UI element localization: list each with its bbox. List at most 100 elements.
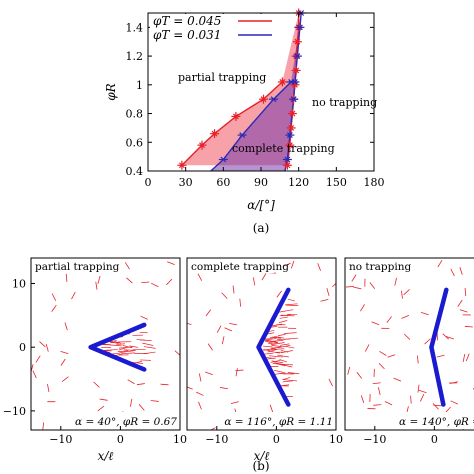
annotation-partial-trapping: partial trapping	[178, 71, 266, 84]
trapped-bacterium	[143, 346, 156, 349]
trapped-bacterium	[122, 345, 133, 349]
bacterium	[39, 341, 46, 348]
y-tick-label: 0	[19, 341, 26, 354]
trapped-bacterium	[282, 380, 294, 383]
bacterium	[126, 277, 133, 284]
bacterium	[377, 387, 381, 396]
bacterium	[51, 304, 57, 312]
data-point-s2-9	[290, 79, 300, 85]
data-point-s1-1	[197, 140, 207, 150]
bacterium	[290, 260, 295, 269]
snapshot-panel-2: complete trapping α = 116°, φR = 1.11 −10 0…	[186, 257, 343, 463]
bacterium	[464, 325, 473, 328]
x-tick-label: 0	[145, 176, 152, 189]
bacterium	[459, 267, 463, 275]
data-point-s1-3	[231, 111, 241, 121]
trapped-bacterium	[136, 339, 145, 341]
bacterium	[235, 368, 238, 377]
title-box	[346, 259, 424, 273]
trapped-bacterium	[143, 351, 156, 355]
bacterium	[360, 304, 365, 312]
data-point-s1-7	[285, 140, 295, 150]
trapped-bacterium	[287, 298, 296, 302]
trapped-bacterium	[284, 364, 293, 368]
bacterium	[386, 316, 393, 324]
bacterium	[346, 286, 355, 288]
trapped-bacterium	[280, 349, 289, 353]
bacterium	[99, 398, 108, 401]
trapped-bacterium	[283, 379, 298, 382]
bacterium	[95, 281, 98, 290]
bacterium	[151, 282, 159, 288]
bacterium	[320, 299, 329, 302]
v-shaped-obstacle	[429, 287, 449, 407]
trapped-bacterium	[263, 349, 271, 352]
bacterium	[444, 406, 451, 414]
trapped-bacterium	[112, 352, 120, 355]
bacterium	[347, 366, 351, 375]
bacterium	[417, 384, 420, 393]
bacterium	[464, 288, 467, 297]
x-tick-label: 0	[273, 433, 280, 446]
bacterium	[457, 299, 463, 307]
trapped-bacterium	[279, 316, 289, 319]
data-point-s1-4	[259, 94, 269, 104]
bacterium	[32, 370, 37, 379]
annotation-complete-trapping: complete trapping	[232, 142, 335, 155]
bacterium	[436, 354, 445, 358]
trapped-bacterium	[268, 342, 278, 344]
bacterium	[129, 398, 133, 407]
snapshot-title-2: complete trapping	[191, 261, 289, 273]
bacterium	[136, 383, 145, 386]
series-2-right-boundary	[284, 12, 302, 172]
trapped-bacterium	[280, 343, 290, 346]
y-tick-label: 10	[12, 277, 26, 290]
trapped-bacterium	[277, 333, 286, 337]
bacterium	[419, 394, 425, 402]
data-point-s2-7	[285, 132, 295, 139]
snapshot-panel-1: partial trapping α = 40°, φR = 0.67−10 0 10…	[30, 257, 187, 463]
trapped-bacterium	[119, 350, 134, 354]
trapped-bacterium	[270, 342, 285, 346]
trapped-bacterium	[131, 361, 144, 364]
x-tick-label: 0	[431, 433, 438, 446]
bacterium	[317, 263, 321, 271]
annotation-no-trapping: no trapping	[312, 96, 377, 109]
bacterium	[353, 286, 362, 290]
trapped-bacterium	[263, 345, 273, 348]
bacterium	[216, 325, 222, 333]
bacterium	[230, 401, 239, 404]
bacterium	[71, 291, 76, 300]
bacterium	[42, 422, 45, 430]
bacterium	[442, 333, 450, 340]
trapped-bacterium	[271, 345, 282, 347]
bacterium	[138, 404, 145, 411]
bacterium	[459, 309, 468, 313]
phase-regions	[181, 13, 302, 171]
y-tick-label: −10	[3, 405, 26, 418]
y-tick-label: 0.6	[126, 136, 144, 149]
bacterium	[450, 268, 455, 277]
trapped-bacterium	[279, 309, 294, 313]
bacterium	[198, 373, 202, 382]
bacterium	[239, 298, 242, 307]
bacterium	[187, 322, 192, 326]
bacterium	[187, 386, 193, 390]
bacterium	[51, 293, 57, 301]
bacterium	[403, 289, 410, 296]
trapped-bacterium	[129, 345, 138, 348]
data-point-s1-6	[282, 160, 292, 170]
bacterium	[97, 405, 105, 412]
trapped-bacterium	[281, 363, 293, 366]
trapped-bacterium	[277, 354, 289, 358]
region-fill-2	[210, 13, 302, 171]
snapshot-params-1: α = 40°, φR = 0.67	[75, 416, 177, 428]
bacterium	[387, 354, 396, 358]
y-tick-label: 1	[136, 79, 143, 92]
title-box	[32, 259, 110, 273]
bacterium	[404, 333, 411, 340]
bacterium	[261, 273, 267, 281]
axis-ticks: 0 30 60 90 120 150 180 0.4 0.6 0.8 1 1.2 1.4	[126, 13, 385, 189]
